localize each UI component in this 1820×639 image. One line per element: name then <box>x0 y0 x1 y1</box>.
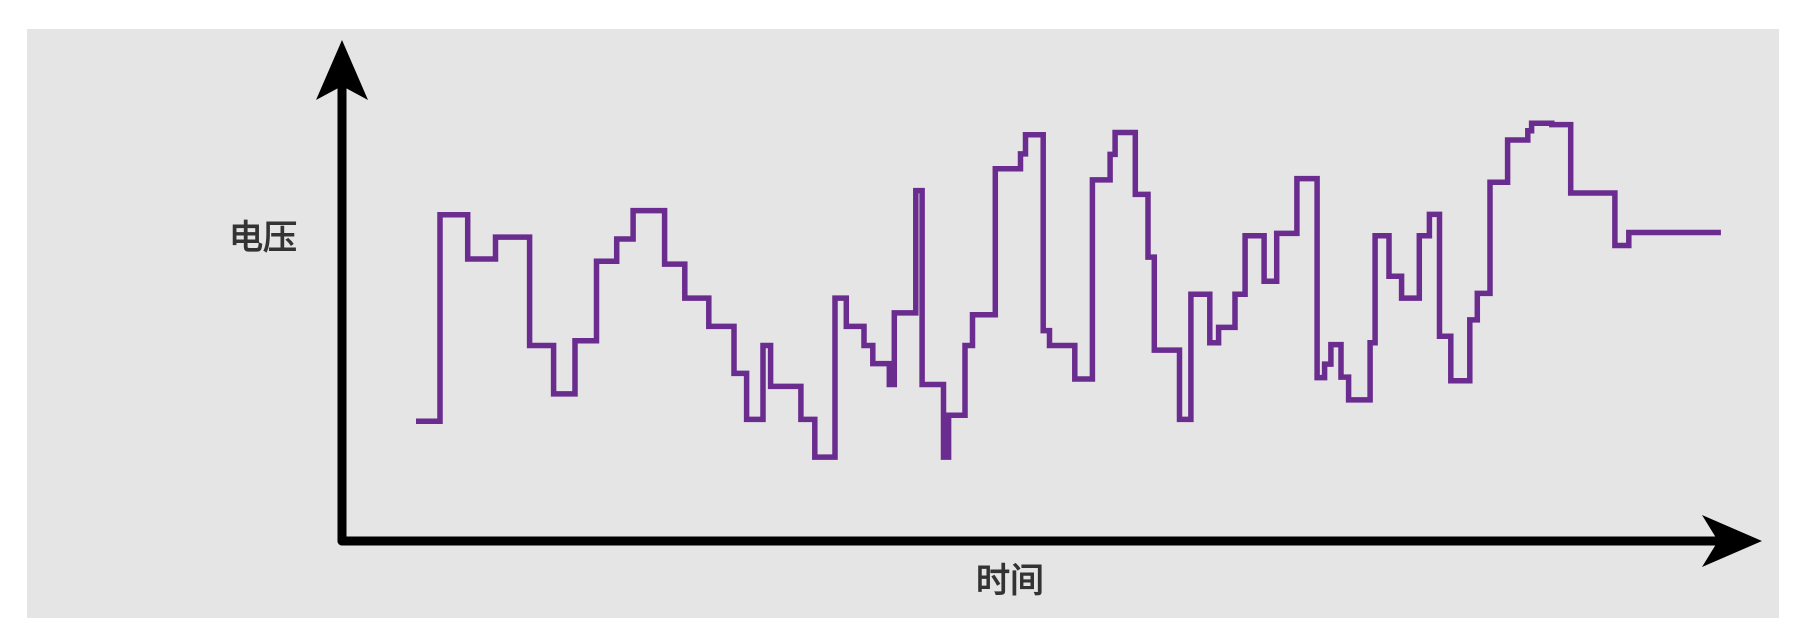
x-axis-arrow <box>1702 515 1762 567</box>
y-axis-arrow <box>316 40 368 100</box>
plot-background <box>27 29 1779 618</box>
y-axis-label: 电压 <box>229 218 297 258</box>
x-axis-label: 时间 <box>976 561 1044 601</box>
voltage-step-line <box>416 120 1721 460</box>
